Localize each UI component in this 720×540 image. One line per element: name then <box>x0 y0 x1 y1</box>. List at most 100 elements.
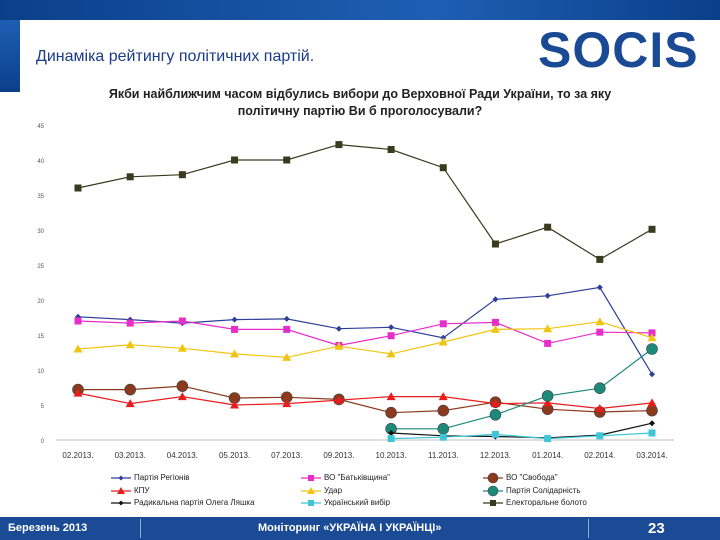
data-point <box>490 324 500 333</box>
data-point <box>231 325 239 333</box>
series-line <box>391 422 653 439</box>
data-point <box>126 319 134 327</box>
slide-title: Динаміка рейтингу політичних партій. <box>36 48 315 65</box>
data-point <box>648 225 656 233</box>
socis-logo: SOCIS <box>538 22 699 78</box>
top-bar <box>0 0 720 20</box>
data-point <box>388 430 395 436</box>
series-line <box>77 320 653 347</box>
series-line <box>77 286 653 375</box>
data-point <box>387 435 395 443</box>
x-tick-label: 11.2013. <box>428 451 459 460</box>
data-point <box>649 371 655 378</box>
series-line <box>77 321 653 359</box>
data-point <box>437 404 450 417</box>
footer-bar: Березень 2013 Моніторинг «УКРАЇНА І УКРА… <box>0 517 720 540</box>
x-tick-label: 02.2014. <box>584 451 615 460</box>
data-point <box>230 400 240 409</box>
data-point <box>282 399 292 408</box>
footer-separator <box>588 519 589 538</box>
legend-marker <box>118 500 124 506</box>
x-tick-label: 07.2013. <box>271 451 302 460</box>
legend-marker <box>490 500 496 506</box>
data-point <box>334 341 344 350</box>
legend-label: Радикальна партія Олега Ляшка <box>134 498 255 507</box>
data-point <box>230 349 240 358</box>
x-tick-label: 12.2013. <box>480 451 511 460</box>
data-point <box>386 349 396 358</box>
series-line <box>391 348 653 430</box>
data-point <box>438 392 448 401</box>
footer-monitoring: Моніторинг «УКРАЇНА І УКРАЇНЦІ» <box>258 522 442 534</box>
data-point <box>74 184 82 192</box>
series-line <box>78 385 653 414</box>
legend-label: Український вибір <box>324 498 391 507</box>
y-tick-label: 20 <box>37 299 44 305</box>
left-accent-bar <box>0 20 20 92</box>
legend-swatch <box>301 500 321 506</box>
data-point <box>596 255 604 263</box>
data-point <box>126 173 134 181</box>
data-point <box>231 156 239 164</box>
legend-marker <box>487 472 499 484</box>
series-4 <box>73 317 657 361</box>
data-point <box>648 329 656 337</box>
data-point <box>646 343 658 355</box>
data-point <box>648 429 656 437</box>
data-point <box>646 404 658 417</box>
chart-title-line2: політичну партію Ви б проголосували? <box>237 104 483 118</box>
x-tick-label: 03.2014. <box>636 451 667 460</box>
logo-text: SOCIS <box>538 22 699 78</box>
data-point <box>231 316 238 323</box>
data-point <box>177 343 187 352</box>
data-point <box>387 332 395 340</box>
data-point <box>594 382 606 395</box>
data-point <box>489 408 502 421</box>
legend-swatch <box>111 500 131 506</box>
legend-marker <box>308 475 314 481</box>
legend-swatch <box>301 486 321 494</box>
data-point <box>491 240 499 248</box>
y-tick-label: 0 <box>41 439 45 445</box>
legend-label: Удар <box>324 485 343 495</box>
data-point <box>544 339 552 347</box>
x-tick-label: 01.2014. <box>532 451 563 460</box>
page-number: 23 <box>648 520 665 537</box>
data-point <box>596 284 603 291</box>
x-tick-label: 03.2013. <box>115 451 146 460</box>
data-point <box>386 392 396 401</box>
y-tick-label: 40 <box>37 159 44 165</box>
legend-label: Електоральне болото <box>506 498 587 507</box>
legend-label: ВО "Свобода" <box>506 473 558 482</box>
data-point <box>544 223 552 231</box>
x-tick-label: 04.2013. <box>167 451 198 460</box>
y-tick-label: 10 <box>37 369 44 375</box>
x-tick-label: 02.2013. <box>62 451 93 460</box>
chart-title: Якби найближчим часом відбулись вибори д… <box>60 86 660 120</box>
data-point <box>490 399 500 408</box>
legend-label: КПУ <box>134 485 150 495</box>
data-point <box>385 406 397 419</box>
data-point <box>283 315 290 322</box>
data-point <box>647 333 657 342</box>
data-point <box>388 324 395 331</box>
y-tick-label: 5 <box>41 404 45 410</box>
series-5 <box>385 343 658 435</box>
data-point <box>178 317 186 325</box>
series-3 <box>73 388 657 412</box>
y-tick-label: 25 <box>37 264 44 270</box>
series-7 <box>387 429 656 443</box>
x-tick-label: 10.2013. <box>376 451 407 460</box>
data-point <box>439 433 447 441</box>
legend-swatch <box>483 472 503 484</box>
legend-marker <box>307 486 315 494</box>
data-point <box>73 388 83 397</box>
y-tick-label: 35 <box>37 194 44 200</box>
data-point <box>125 399 135 408</box>
series-line <box>77 392 653 410</box>
data-point <box>73 344 83 353</box>
x-tick-label: 09.2013. <box>323 451 354 460</box>
legend-label: Партія Регіонів <box>134 473 190 482</box>
data-point <box>541 390 554 402</box>
y-tick-label: 30 <box>37 229 44 235</box>
